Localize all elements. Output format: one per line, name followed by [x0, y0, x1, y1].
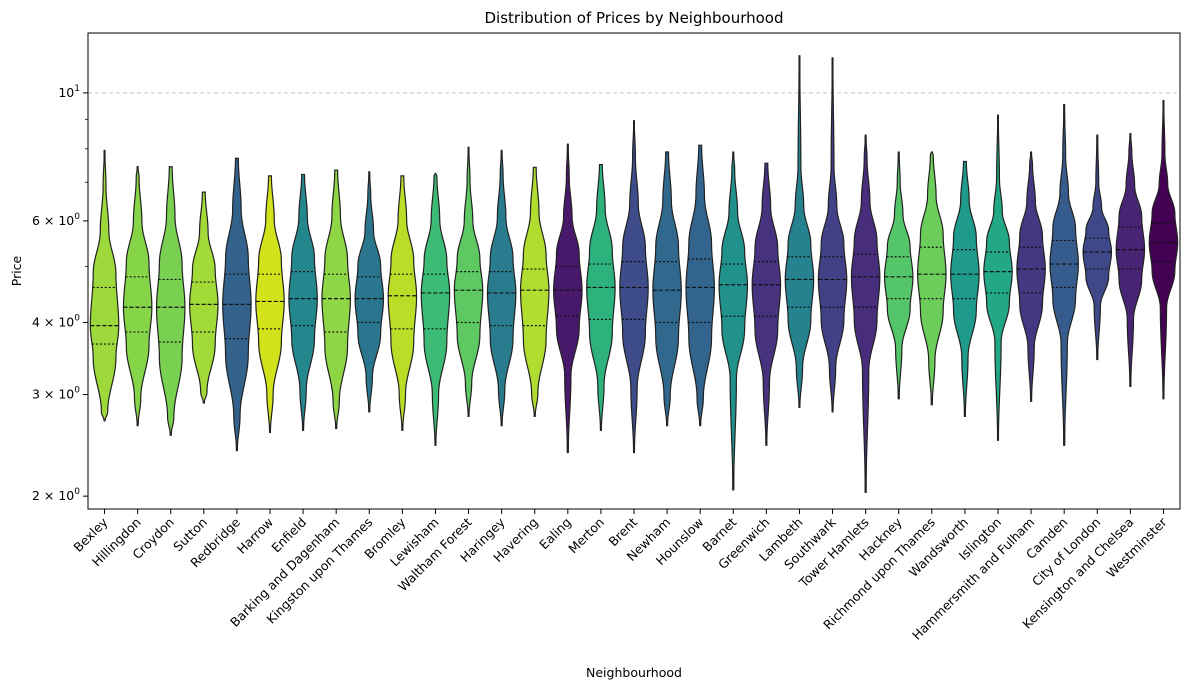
- violin-body: [1148, 99, 1179, 400]
- y-tick-label: 4 × 100: [32, 313, 80, 329]
- y-axis-label: Price: [9, 255, 24, 286]
- y-axis: 2 × 100 3 × 100 4 × 100 6 × 100 101: [32, 84, 88, 503]
- violin-body: [1082, 134, 1113, 361]
- y-tick-label: 2 × 100: [32, 487, 80, 503]
- violin-body: [619, 120, 649, 454]
- violin-body: [718, 151, 749, 491]
- violin-body: [122, 166, 153, 427]
- violin-body: [850, 134, 881, 494]
- x-axis-label: Neighbourhood: [586, 665, 682, 680]
- violin-body: [917, 151, 947, 406]
- violin-body: [983, 114, 1013, 441]
- violin-body: [685, 144, 715, 427]
- violin-body: [155, 166, 186, 436]
- violin-body: [784, 55, 815, 409]
- violin-body: [817, 57, 848, 413]
- x-tick-label: Harrow: [234, 515, 276, 557]
- violin-body: [950, 160, 980, 417]
- violin-body: [883, 151, 914, 400]
- violin-body: [1049, 103, 1079, 446]
- violin-body: [189, 191, 219, 404]
- violin-body: [387, 175, 418, 432]
- chart-title: Distribution of Prices by Neighbourhood: [485, 9, 784, 27]
- y-tick-label: 6 × 100: [32, 212, 80, 228]
- violin-body: [255, 175, 285, 433]
- violin-body: [354, 171, 385, 413]
- x-tick-label: Merton: [565, 515, 607, 557]
- violin-layer: [89, 55, 1179, 494]
- violin-body: [519, 166, 550, 417]
- violin-body: [486, 149, 517, 427]
- violin-body: [652, 151, 682, 427]
- violin-body: [420, 172, 451, 446]
- y-tick-label: 3 × 100: [32, 386, 80, 402]
- violin-body: [586, 163, 616, 432]
- violin-body: [553, 143, 583, 454]
- x-axis: BexleyHillingdonCroydonSuttonRedbridgeHa…: [70, 509, 1170, 643]
- violin-body: [751, 162, 782, 446]
- violin-body: [321, 169, 351, 430]
- y-tick-label: 101: [58, 84, 80, 100]
- violin-body: [1016, 151, 1046, 402]
- violin-body: [453, 146, 484, 417]
- violin-body: [89, 149, 120, 422]
- violin-body: [1115, 133, 1146, 387]
- violin-body: [288, 173, 318, 432]
